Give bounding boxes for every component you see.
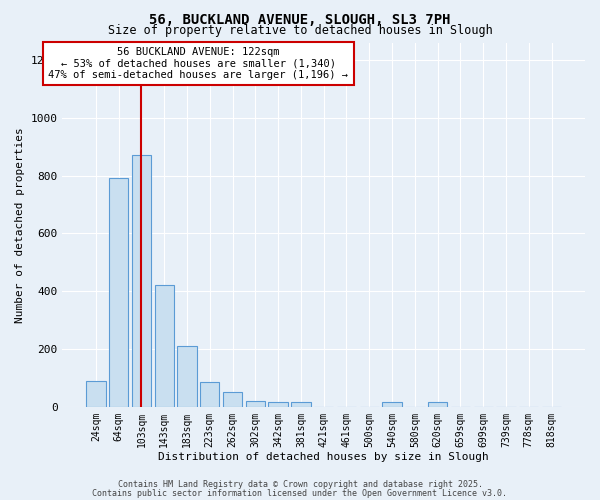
Bar <box>178 346 197 407</box>
Bar <box>109 178 128 407</box>
X-axis label: Distribution of detached houses by size in Slough: Distribution of detached houses by size … <box>158 452 489 462</box>
Text: Size of property relative to detached houses in Slough: Size of property relative to detached ho… <box>107 24 493 37</box>
Bar <box>268 402 288 407</box>
Bar <box>428 402 448 407</box>
Text: 56 BUCKLAND AVENUE: 122sqm
← 53% of detached houses are smaller (1,340)
47% of s: 56 BUCKLAND AVENUE: 122sqm ← 53% of deta… <box>49 47 349 80</box>
Bar <box>223 392 242 407</box>
Bar <box>200 382 220 407</box>
Bar <box>291 402 311 407</box>
Bar <box>132 156 151 407</box>
Bar <box>86 381 106 407</box>
Bar <box>382 402 402 407</box>
Text: 56, BUCKLAND AVENUE, SLOUGH, SL3 7PH: 56, BUCKLAND AVENUE, SLOUGH, SL3 7PH <box>149 12 451 26</box>
Text: Contains HM Land Registry data © Crown copyright and database right 2025.: Contains HM Land Registry data © Crown c… <box>118 480 482 489</box>
Text: Contains public sector information licensed under the Open Government Licence v3: Contains public sector information licen… <box>92 489 508 498</box>
Bar <box>245 401 265 407</box>
Bar <box>155 286 174 407</box>
Y-axis label: Number of detached properties: Number of detached properties <box>15 127 25 322</box>
